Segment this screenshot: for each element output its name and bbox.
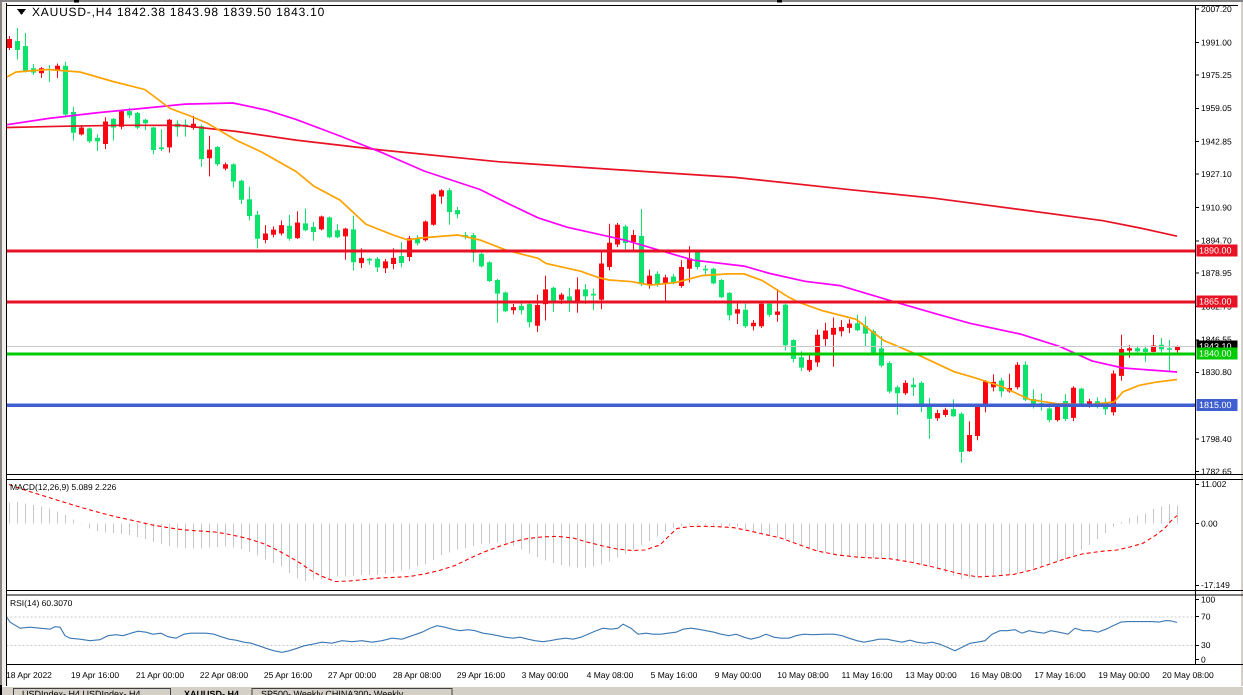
svg-text:1959.05: 1959.05	[1201, 103, 1232, 113]
svg-text:17 May 16:00: 17 May 16:00	[1034, 670, 1086, 680]
svg-text:27 Apr 00:00: 27 Apr 00:00	[328, 670, 376, 680]
svg-text:29 Apr 16:00: 29 Apr 16:00	[457, 670, 505, 680]
svg-text:1840.00: 1840.00	[1199, 348, 1232, 358]
svg-text:2007.20: 2007.20	[1201, 4, 1232, 14]
svg-text:20 May 08:00: 20 May 08:00	[1162, 670, 1214, 680]
svg-text:100: 100	[1201, 594, 1215, 604]
svg-text:XAUUSD-,H4 1842.38 1843.98 18: XAUUSD-,H4 1842.38 1843.98 1839.50 1843.…	[32, 5, 325, 19]
svg-text:70: 70	[1201, 611, 1211, 621]
svg-text:1830.80: 1830.80	[1201, 367, 1232, 377]
svg-text:XAUUSD-,H4: XAUUSD-,H4	[184, 689, 239, 695]
svg-text:28 Apr 08:00: 28 Apr 08:00	[393, 670, 441, 680]
svg-text:16 May 08:00: 16 May 08:00	[970, 670, 1022, 680]
svg-text:1843.10: 1843.10	[1199, 342, 1232, 352]
svg-text:4 May 08:00: 4 May 08:00	[587, 670, 634, 680]
svg-text:21 Apr 00:00: 21 Apr 00:00	[136, 670, 184, 680]
svg-text:19 May 00:00: 19 May 00:00	[1098, 670, 1150, 680]
svg-text:11.002: 11.002	[1201, 479, 1227, 489]
svg-text:SP500-,Weekly CHINA300-,Weekly: SP500-,Weekly CHINA300-,Weekly	[261, 689, 404, 695]
svg-text:1846.55: 1846.55	[1201, 335, 1232, 345]
svg-text:1942.85: 1942.85	[1201, 137, 1232, 147]
svg-text:13 May 00:00: 13 May 00:00	[905, 670, 957, 680]
svg-text:1890.00: 1890.00	[1199, 246, 1232, 256]
svg-text:10 May 08:00: 10 May 08:00	[777, 670, 829, 680]
svg-text:1878.95: 1878.95	[1201, 268, 1232, 278]
svg-text:1815.00: 1815.00	[1199, 400, 1232, 410]
svg-text:1798.40: 1798.40	[1201, 434, 1232, 444]
svg-text:30: 30	[1201, 640, 1211, 650]
svg-text:1910.90: 1910.90	[1201, 202, 1232, 212]
svg-text:USDIndex-,H4 USDIndex-,H4: USDIndex-,H4 USDIndex-,H4	[22, 689, 141, 695]
svg-text:1991.00: 1991.00	[1201, 37, 1232, 47]
svg-text:MACD(12,26,9) 5.089 2.226: MACD(12,26,9) 5.089 2.226	[10, 482, 117, 492]
svg-text:0: 0	[1201, 654, 1206, 664]
svg-text:11 May 16:00: 11 May 16:00	[842, 670, 893, 680]
svg-text:25 Apr 16:00: 25 Apr 16:00	[264, 670, 312, 680]
svg-text:3 May 00:00: 3 May 00:00	[522, 670, 569, 680]
svg-text:5 May 16:00: 5 May 16:00	[651, 670, 698, 680]
svg-text:1782.65: 1782.65	[1201, 466, 1232, 476]
svg-text:1894.70: 1894.70	[1201, 236, 1232, 246]
svg-text:22 Apr 08:00: 22 Apr 08:00	[200, 670, 248, 680]
svg-text:1927.10: 1927.10	[1201, 169, 1232, 179]
svg-text:18 Apr 2022: 18 Apr 2022	[6, 670, 52, 680]
svg-text:RSI(14) 60.3070: RSI(14) 60.3070	[10, 598, 73, 608]
svg-text:-17.149: -17.149	[1201, 580, 1230, 590]
svg-text:19 Apr 16:00: 19 Apr 16:00	[71, 670, 119, 680]
svg-text:1865.00: 1865.00	[1199, 297, 1232, 307]
svg-text:9 May 00:00: 9 May 00:00	[715, 670, 762, 680]
svg-text:1975.25: 1975.25	[1201, 70, 1232, 80]
svg-text:0.00: 0.00	[1201, 518, 1218, 528]
